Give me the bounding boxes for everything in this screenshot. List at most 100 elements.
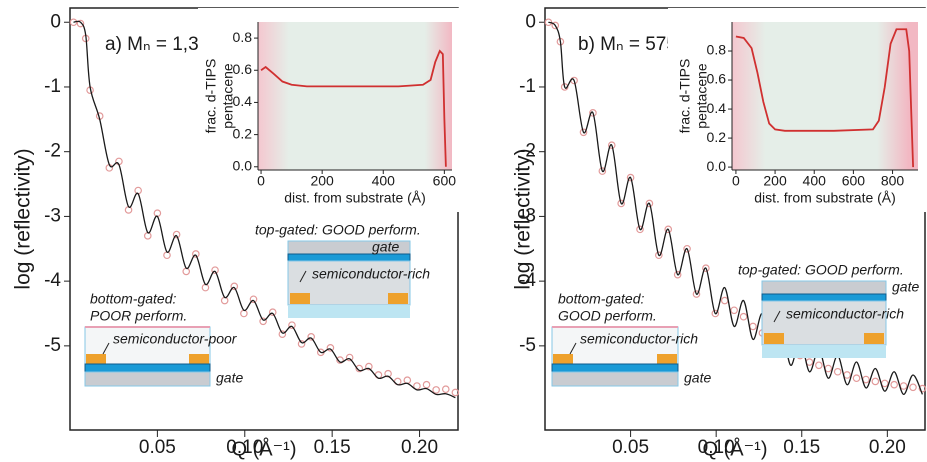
data-point <box>702 264 710 272</box>
data-point <box>890 380 898 389</box>
data-point <box>345 353 354 362</box>
data-point <box>626 173 635 182</box>
data-point <box>422 380 431 389</box>
data-point <box>124 206 133 214</box>
layer-label: semiconductor-rich <box>312 266 430 282</box>
x-tick-label: 600 <box>433 173 457 189</box>
data-point <box>441 385 450 394</box>
data-point <box>551 21 560 30</box>
electrode <box>388 293 408 304</box>
y-tick-label: 0.6 <box>707 71 727 87</box>
device-diagram: bottom-gated:POOR perform. semiconductor-… <box>84 291 243 387</box>
y-tick-label: 0.0 <box>707 158 727 174</box>
data-point <box>268 308 277 317</box>
data-point <box>451 388 460 397</box>
gate-label: gate <box>684 370 711 386</box>
y-tick-label: 0.4 <box>707 100 727 116</box>
y-tick-label: 0.2 <box>707 129 727 145</box>
device-caption: bottom-gated: <box>90 291 176 307</box>
layer-label: semiconductor-poor <box>113 331 238 347</box>
y-tick-label: 0 <box>525 11 536 32</box>
dielectric-layer <box>761 293 887 302</box>
data-point <box>880 379 889 388</box>
device-caption: GOOD perform. <box>558 308 657 324</box>
y-tick-label: 0.6 <box>233 61 253 77</box>
data-point <box>365 362 373 371</box>
panel-title: a) Mₙ = 1,300 <box>105 34 220 55</box>
x-tick-label: 200 <box>310 173 334 189</box>
x-tick-label: 0.20 <box>869 437 906 458</box>
electrode <box>657 354 677 364</box>
data-point <box>664 225 673 234</box>
gate-label: gate <box>892 279 919 295</box>
data-point <box>220 296 229 305</box>
data-point <box>278 330 287 339</box>
x-tick-label: 0.20 <box>401 437 438 458</box>
y-tick-label: -3 <box>44 205 61 226</box>
electrode <box>290 293 310 304</box>
data-point <box>655 251 663 260</box>
electrode <box>864 333 884 344</box>
data-point <box>326 344 335 352</box>
y-axis-label: frac. d-TIPS <box>677 59 693 134</box>
profile-line <box>735 28 915 168</box>
data-point <box>201 283 210 292</box>
data-point <box>749 322 757 331</box>
electrode <box>86 354 106 364</box>
data-point <box>153 209 162 217</box>
data-point <box>211 266 219 274</box>
y-tick-label: -5 <box>519 335 536 356</box>
electrode <box>189 354 209 364</box>
gate-layer <box>761 280 887 295</box>
y-tick-label: 0.0 <box>233 157 253 173</box>
data-point <box>918 384 927 393</box>
data-point <box>598 167 607 175</box>
data-point <box>192 250 200 258</box>
y-tick-label: -2 <box>519 141 536 162</box>
x-axis-label: dist. from substrate (Å) <box>754 190 896 206</box>
data-point <box>259 317 267 326</box>
y-axis-label: log (reflectivity) <box>12 148 35 289</box>
pointer <box>299 270 307 283</box>
x-axis-label: Q (Å⁻¹) <box>232 437 297 460</box>
pointer <box>569 342 577 355</box>
data-point <box>636 225 644 234</box>
dielectric-layer <box>551 363 679 373</box>
data-point <box>589 109 597 117</box>
y-axis-label: pentacene <box>694 63 710 129</box>
x-tick-label: 0.15 <box>783 437 820 458</box>
data-point <box>76 19 85 28</box>
gate-layer <box>84 371 211 387</box>
x-tick-label: 0 <box>257 173 265 189</box>
y-tick-label: 0.8 <box>707 42 727 58</box>
device-diagram: top-gated: GOOD perform. semiconductor-ri… <box>738 262 919 358</box>
x-tick-label: 0.10 <box>698 437 735 458</box>
y-tick-label: 0.2 <box>233 125 253 141</box>
x-tick-label: 0.15 <box>314 437 351 458</box>
data-point <box>711 309 720 318</box>
data-point <box>69 18 78 27</box>
x-tick-label: 600 <box>842 173 866 189</box>
y-tick-label: -3 <box>519 205 536 226</box>
data-point <box>843 371 851 379</box>
data-point <box>645 199 654 208</box>
data-point <box>134 186 142 195</box>
electrode <box>553 354 573 364</box>
data-point <box>249 295 258 304</box>
y-axis-label: frac. d-TIPS <box>203 59 219 134</box>
data-point <box>413 382 421 390</box>
y-tick-label: 0.4 <box>233 93 253 109</box>
data-point <box>871 377 880 386</box>
data-point <box>617 199 625 208</box>
device-caption: POOR perform. <box>90 308 187 324</box>
data-point <box>355 364 364 373</box>
inset-plot-area <box>258 22 452 170</box>
y-tick-label: 0 <box>50 11 61 32</box>
device-diagram: bottom-gated:GOOD perform. semiconductor-… <box>551 291 711 387</box>
data-point <box>683 244 691 253</box>
gate-label: gate <box>216 370 243 386</box>
y-tick-label: -2 <box>44 141 61 162</box>
data-point <box>403 376 412 384</box>
x-axis-label: dist. from substrate (Å) <box>284 190 426 206</box>
